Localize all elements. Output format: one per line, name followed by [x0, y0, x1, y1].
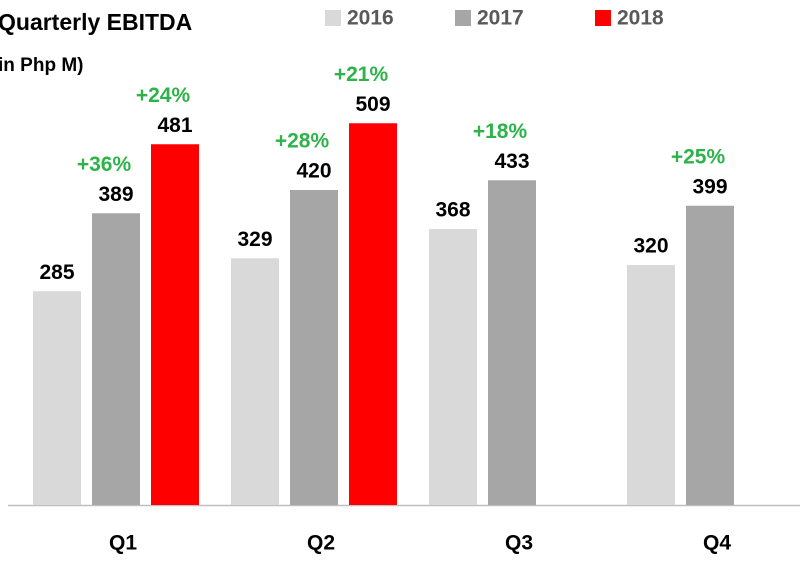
growth-label: +25% [671, 145, 726, 168]
bar [686, 205, 734, 505]
x-tick-label: Q2 [307, 532, 335, 555]
legend-swatch [325, 10, 341, 26]
growth-label: +28% [275, 130, 330, 153]
chart-title: Quarterly EBITDA [0, 9, 192, 35]
bar [231, 258, 279, 505]
chart-subtitle: in Php M) [0, 55, 83, 76]
data-label: 509 [355, 93, 390, 116]
data-label: 481 [157, 114, 192, 137]
data-label: 389 [98, 183, 133, 206]
data-label: 329 [237, 228, 272, 251]
legend-label: 2016 [347, 7, 394, 30]
bar [488, 180, 536, 505]
bar [33, 291, 81, 505]
bar [627, 265, 675, 505]
bar [151, 144, 199, 505]
growth-label: +36% [77, 153, 132, 176]
x-tick-label: Q1 [109, 532, 137, 555]
data-label: 320 [633, 235, 668, 258]
growth-label: +21% [334, 63, 389, 86]
data-label: 420 [296, 160, 331, 183]
data-label: 285 [39, 261, 74, 284]
bar [290, 190, 338, 505]
legend-swatch [455, 10, 471, 26]
data-label: 433 [494, 150, 529, 173]
data-label: 399 [692, 175, 727, 198]
bar [92, 213, 140, 505]
x-tick-label: Q3 [505, 532, 533, 555]
growth-label: +24% [136, 84, 191, 107]
bar [349, 123, 397, 505]
x-tick-label: Q4 [703, 532, 731, 555]
legend-label: 2018 [617, 7, 664, 30]
bar [429, 229, 477, 505]
data-label: 368 [435, 199, 470, 222]
legend-label: 2017 [477, 7, 524, 30]
growth-label: +18% [473, 120, 528, 143]
legend-swatch [595, 10, 611, 26]
